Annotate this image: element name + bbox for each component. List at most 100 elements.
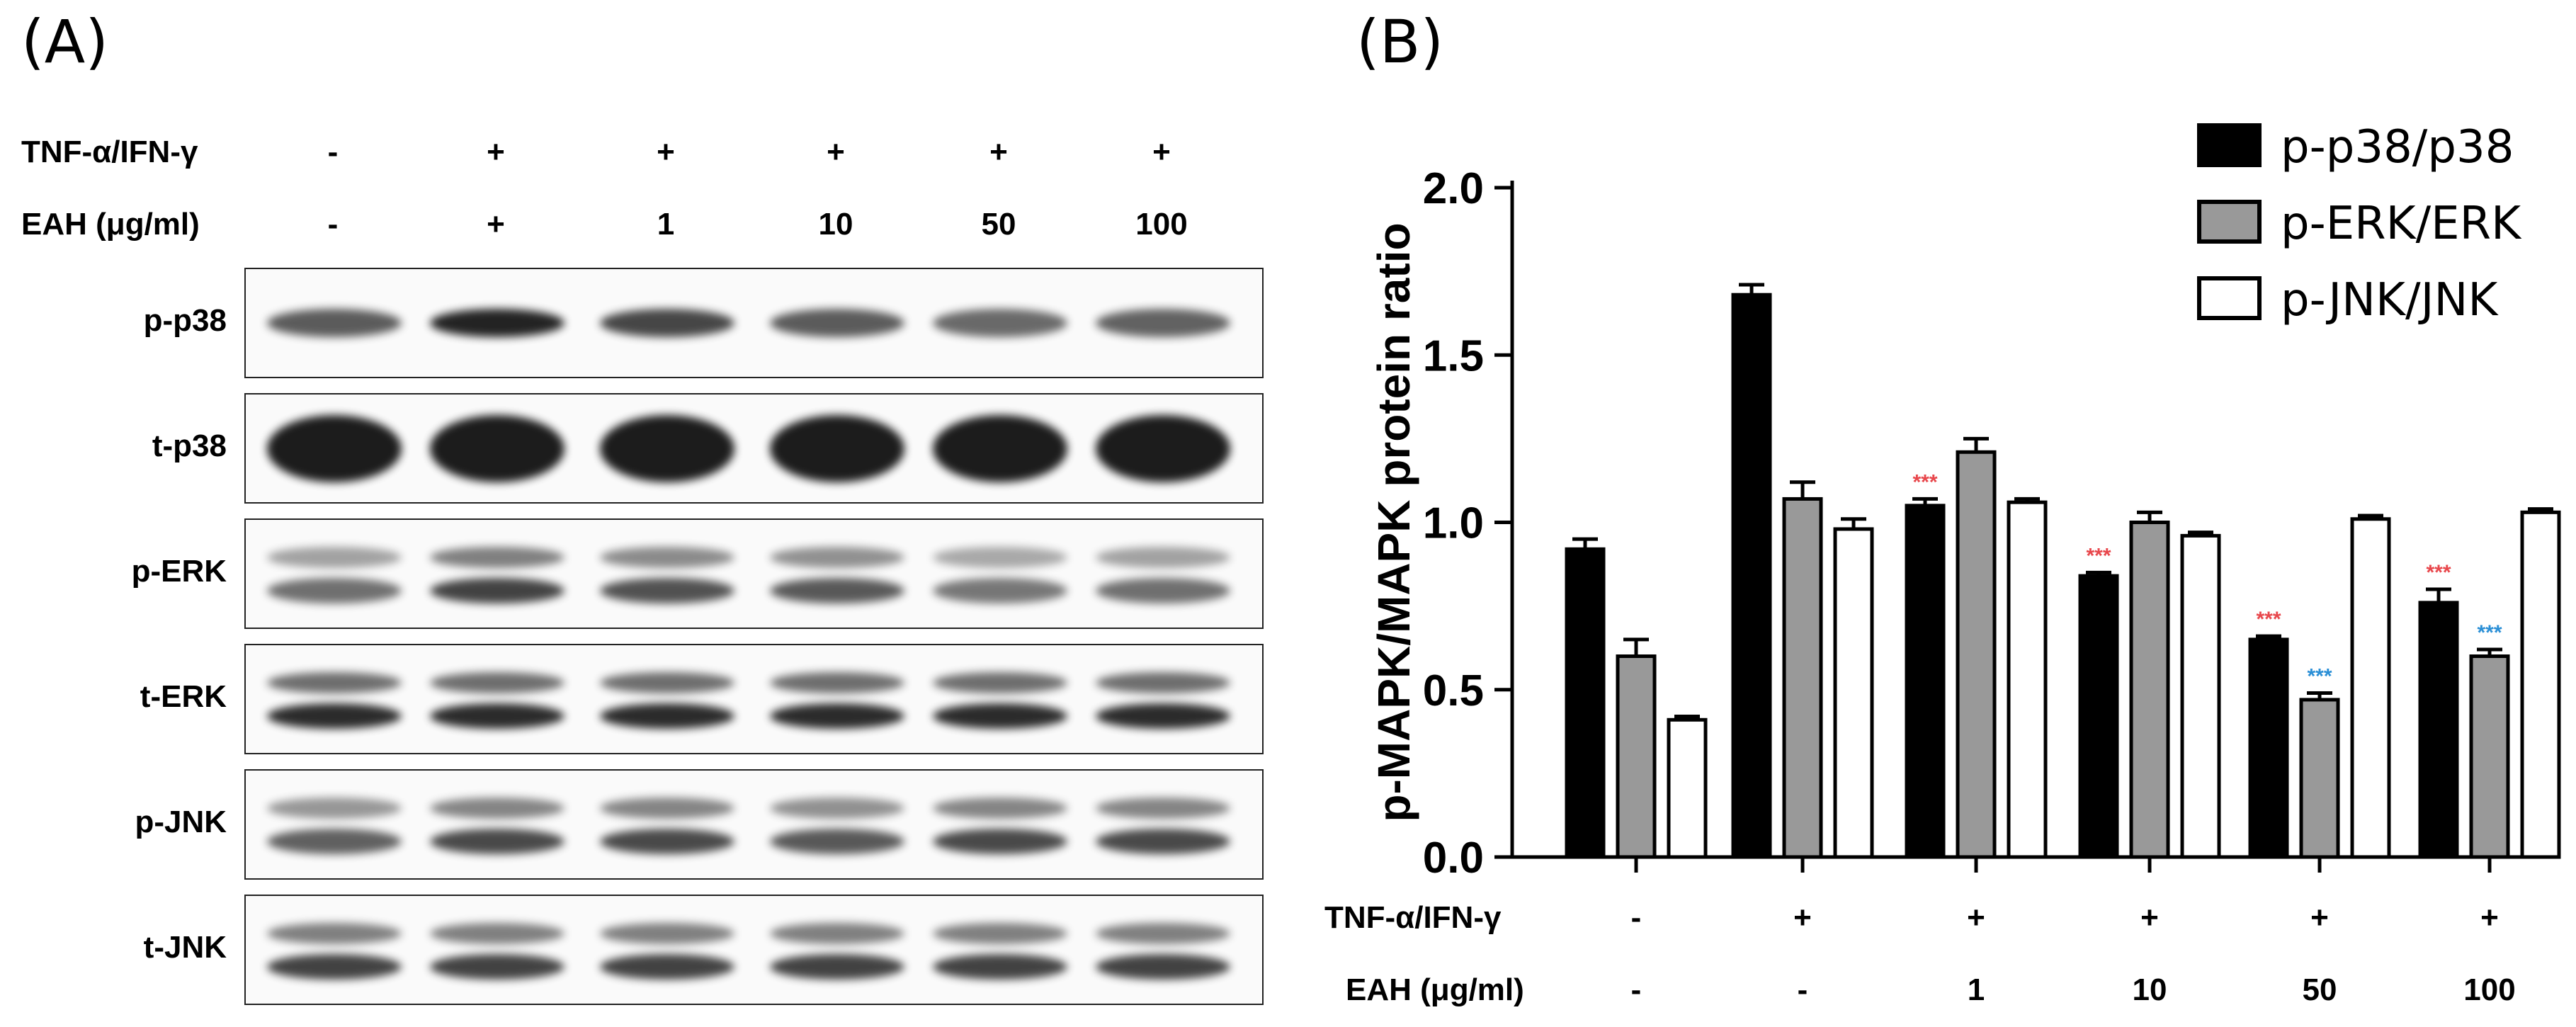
bar-p-JNK/JNK-3 bbox=[2180, 533, 2221, 859]
blot-label-t-p38: t-p38 bbox=[152, 429, 227, 463]
bar-p-p38/p38-0 bbox=[1565, 547, 1606, 859]
bar-p-p38/p38-4 bbox=[2248, 637, 2289, 859]
blot-p-JNK bbox=[244, 769, 1264, 880]
blot-band bbox=[933, 414, 1067, 482]
blot-band bbox=[430, 829, 564, 855]
blot-band bbox=[267, 309, 402, 337]
blot-band bbox=[933, 798, 1067, 819]
blot-band bbox=[600, 923, 734, 945]
blot-band bbox=[267, 954, 402, 980]
blot-band bbox=[770, 672, 904, 694]
panel-b-label: (B) bbox=[1356, 7, 1444, 76]
bar-p-JNK/JNK-4 bbox=[2350, 517, 2391, 859]
blot-band bbox=[770, 414, 904, 482]
blot-band bbox=[1096, 309, 1230, 337]
blot-t-ERK bbox=[244, 644, 1264, 754]
significance-marker: *** bbox=[2477, 621, 2502, 645]
blot-band bbox=[933, 672, 1067, 694]
significance-marker: *** bbox=[2426, 561, 2451, 584]
panel-a-eah-value-4: 50 bbox=[981, 207, 1016, 242]
blot-band bbox=[770, 829, 904, 855]
legend-label-p-JNK/JNK: p-JNK/JNK bbox=[2281, 274, 2499, 327]
panel-b-tnf-value-2: + bbox=[1967, 900, 1985, 935]
blot-label-t-ERK: t-ERK bbox=[140, 679, 227, 714]
blot-band bbox=[430, 547, 564, 569]
blot-band bbox=[430, 309, 564, 337]
blot-band bbox=[770, 309, 904, 337]
blot-band bbox=[600, 672, 734, 694]
blot-band bbox=[430, 672, 564, 694]
panel-a-tnf-value-1: + bbox=[487, 135, 505, 169]
blot-band bbox=[933, 703, 1067, 730]
blot-band bbox=[430, 798, 564, 819]
blot-band bbox=[1096, 954, 1230, 980]
blot-band bbox=[770, 798, 904, 819]
blot-band bbox=[1096, 923, 1230, 945]
significance-marker: *** bbox=[2086, 544, 2111, 567]
blot-band bbox=[430, 923, 564, 945]
panel-a-eah-value-5: 100 bbox=[1135, 207, 1188, 242]
blot-band bbox=[430, 954, 564, 980]
blot-band bbox=[600, 578, 734, 604]
panel-b-tnf-value-1: + bbox=[1793, 900, 1812, 935]
bar-p-JNK/JNK-2 bbox=[2007, 500, 2048, 859]
blot-band bbox=[1096, 578, 1230, 604]
blot-band bbox=[267, 829, 402, 855]
bar-p-JNK/JNK-5 bbox=[2520, 510, 2561, 859]
legend-label-p-ERK/ERK: p-ERK/ERK bbox=[2281, 198, 2522, 250]
blot-band bbox=[1096, 414, 1230, 482]
blot-band bbox=[430, 414, 564, 482]
panel-a-eah-value-2: 1 bbox=[657, 207, 675, 242]
blot-band bbox=[1096, 798, 1230, 819]
blot-band bbox=[770, 578, 904, 604]
panel-a-eah-value-0: - bbox=[327, 207, 339, 242]
panel-b-eah-value-2: 1 bbox=[1968, 972, 1985, 1007]
blot-band bbox=[1096, 829, 1230, 855]
blot-p-ERK bbox=[244, 518, 1264, 629]
blot-band bbox=[267, 547, 402, 569]
significance-marker: *** bbox=[2307, 664, 2332, 688]
y-tick-label: 0.0 bbox=[1423, 834, 1484, 883]
panel-b-eah-value-4: 50 bbox=[2303, 972, 2337, 1007]
blot-band bbox=[600, 798, 734, 819]
bar-p-ERK/ERK-5 bbox=[2469, 654, 2510, 859]
blot-band bbox=[1096, 547, 1230, 569]
panel-a-tnf-value-4: + bbox=[989, 135, 1008, 169]
panel-b-tnf-value-3: + bbox=[2140, 900, 2159, 935]
blot-band bbox=[267, 703, 402, 730]
blot-band bbox=[933, 829, 1067, 855]
bar-p-ERK/ERK-4 bbox=[2299, 698, 2340, 859]
blot-band bbox=[600, 954, 734, 980]
panel-a-tnf-label: TNF-α/IFN-γ bbox=[21, 135, 198, 169]
panel-a-eah-value-1: + bbox=[487, 207, 505, 242]
panel-b-tnf-value-0: - bbox=[1631, 900, 1642, 935]
blot-band bbox=[933, 578, 1067, 604]
blot-band bbox=[933, 309, 1067, 337]
bar-p-p38/p38-1 bbox=[1731, 293, 1772, 859]
bar-p-JNK/JNK-1 bbox=[1833, 527, 1874, 859]
panel-b-eah-label: EAH (μg/ml) bbox=[1346, 972, 1524, 1007]
blot-band bbox=[430, 578, 564, 604]
bar-p-p38/p38-2 bbox=[1905, 504, 1946, 859]
blot-label-p-JNK: p-JNK bbox=[135, 805, 227, 839]
blot-band bbox=[600, 309, 734, 337]
blot-label-t-JNK: t-JNK bbox=[143, 930, 227, 965]
y-tick-label: 1.5 bbox=[1423, 331, 1484, 380]
y-tick-label: 2.0 bbox=[1423, 164, 1484, 213]
significance-marker: *** bbox=[1912, 470, 1937, 494]
blot-band bbox=[267, 672, 402, 694]
blot-t-p38 bbox=[244, 393, 1264, 504]
blot-band bbox=[600, 703, 734, 730]
panel-a-eah-label: EAH (μg/ml) bbox=[21, 207, 200, 242]
blot-p-p38 bbox=[244, 268, 1264, 378]
blot-band bbox=[267, 578, 402, 604]
blot-label-p-p38: p-p38 bbox=[143, 303, 227, 338]
bar-p-ERK/ERK-0 bbox=[1616, 654, 1657, 859]
bar-p-ERK/ERK-3 bbox=[2129, 521, 2170, 859]
blot-band bbox=[933, 923, 1067, 945]
y-axis-label: p-MAPK/MAPK protein ratio bbox=[1368, 222, 1419, 822]
blot-band bbox=[933, 547, 1067, 569]
panel-a-eah-value-3: 10 bbox=[818, 207, 853, 242]
panel-b-tnf-value-5: + bbox=[2480, 900, 2499, 935]
panel-a-tnf-value-3: + bbox=[827, 135, 845, 169]
